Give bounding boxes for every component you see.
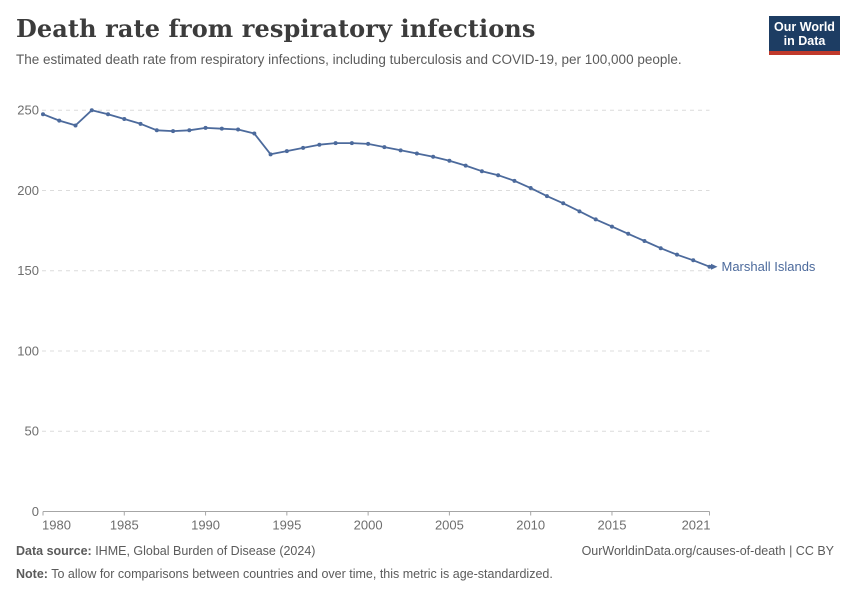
y-axis-tick-label: 50 xyxy=(25,424,39,439)
series-end-arrow-icon xyxy=(711,263,718,270)
data-point xyxy=(463,163,468,168)
data-point xyxy=(219,126,224,131)
data-point xyxy=(431,154,436,159)
footer-note: Note: To allow for comparisons between c… xyxy=(16,566,834,582)
data-point xyxy=(268,152,273,157)
data-point xyxy=(73,123,78,128)
data-point xyxy=(366,141,371,146)
data-point xyxy=(171,129,176,134)
data-source-label: Data source: xyxy=(16,544,92,558)
line-chart-plot-area[interactable]: 0 50 100 150 200 250 1980 1985 1990 1995 2000 2005 2… xyxy=(0,0,850,545)
data-point xyxy=(707,264,712,269)
data-point xyxy=(317,142,322,147)
footer-note-label: Note: xyxy=(16,567,48,582)
data-point xyxy=(512,178,517,183)
data-point xyxy=(593,217,598,222)
data-point xyxy=(57,118,62,123)
x-axis-tick-label: 1980 xyxy=(42,518,71,533)
data-point xyxy=(658,246,663,251)
data-point xyxy=(561,201,566,206)
data-point xyxy=(89,108,94,113)
x-axis-tick-label: 1985 xyxy=(110,518,139,533)
data-point xyxy=(138,121,143,126)
data-point xyxy=(301,145,306,150)
data-point xyxy=(284,149,289,154)
attribution-link[interactable]: OurWorldinData.org/causes-of-death | CC … xyxy=(581,544,834,558)
data-point xyxy=(41,112,45,117)
data-point xyxy=(626,231,631,236)
data-point xyxy=(349,141,354,146)
data-point xyxy=(122,117,127,122)
data-point xyxy=(496,173,501,178)
data-point xyxy=(609,224,614,229)
data-point xyxy=(447,158,452,163)
series-line xyxy=(42,109,711,268)
data-source-text: IHME, Global Burden of Disease (2024) xyxy=(91,544,316,558)
owid-logo-line2: in Data xyxy=(783,34,826,48)
y-axis-tick-label: 100 xyxy=(17,343,39,358)
data-point xyxy=(544,194,549,199)
data-point xyxy=(414,151,419,156)
y-axis-tick-label: 150 xyxy=(17,263,39,278)
data-point xyxy=(382,145,387,150)
x-axis-tick-label: 2005 xyxy=(435,518,464,533)
data-point xyxy=(203,125,208,130)
data-point xyxy=(674,252,679,257)
x-axis-tick-label: 2000 xyxy=(354,518,383,533)
x-axis-tick-label: 2015 xyxy=(598,518,627,533)
entity-label[interactable]: Marshall Islands xyxy=(722,259,816,274)
data-source: Data source: IHME, Global Burden of Dise… xyxy=(16,543,315,559)
chart-footer: Data source: IHME, Global Burden of Dise… xyxy=(16,543,834,583)
x-axis-tick-label: 2021 xyxy=(682,518,711,533)
owid-logo-line1: Our World xyxy=(774,20,835,34)
data-point xyxy=(691,258,696,263)
data-point xyxy=(106,112,111,117)
data-point xyxy=(642,239,647,244)
chart-header: Death rate from respiratory infections T… xyxy=(16,14,756,69)
data-point xyxy=(528,186,533,191)
data-point xyxy=(252,131,257,136)
x-axis-tick-label: 1990 xyxy=(191,518,220,533)
data-point xyxy=(577,209,582,214)
page-title: Death rate from respiratory infections xyxy=(16,14,536,43)
data-point xyxy=(154,128,159,133)
data-point xyxy=(236,127,241,132)
page-subtitle: The estimated death rate from respirator… xyxy=(16,52,682,67)
data-point xyxy=(479,169,484,174)
data-point xyxy=(187,128,192,133)
x-axis-tick-label: 1995 xyxy=(272,518,301,533)
y-axis-tick-label: 200 xyxy=(17,183,39,198)
y-axis-tick-label: 0 xyxy=(32,504,39,519)
y-axis-tick-label: 250 xyxy=(17,103,39,118)
data-point xyxy=(333,141,338,146)
footer-note-text: To allow for comparisons between countri… xyxy=(47,567,553,582)
x-axis-tick-label: 2010 xyxy=(516,518,545,533)
data-point xyxy=(398,148,403,153)
owid-logo[interactable]: Our World in Data xyxy=(769,16,840,55)
